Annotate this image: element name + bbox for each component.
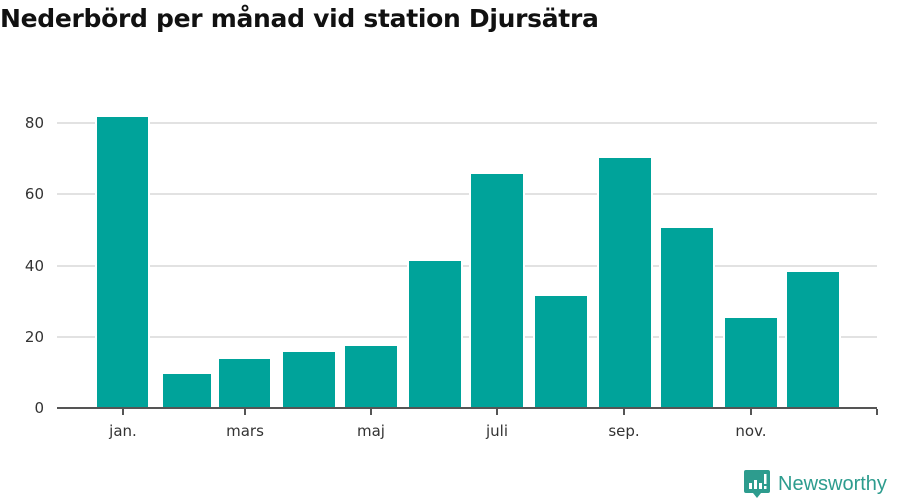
x-tick-mark [370,409,372,415]
bar-okt[interactable] [661,228,713,408]
x-tick-mark [623,409,625,415]
y-tick-label: 80 [24,114,44,132]
x-tick-mark [496,409,498,415]
bar-sep[interactable] [599,158,651,408]
x-tick-label: sep. [608,422,640,440]
chart-title: Nederbörd per månad vid station Djursätr… [0,4,599,33]
gridline [57,122,877,124]
x-tick-label: mars [226,422,264,440]
bar-dec[interactable] [787,272,839,408]
bar-aug[interactable] [535,296,587,408]
bar-jan[interactable] [97,117,148,408]
bar-nov[interactable] [725,318,777,408]
bar-chart-bubble-icon [744,470,770,498]
bar-juni[interactable] [409,261,461,408]
x-axis-end-tick [876,409,878,415]
newsworthy-logo[interactable]: Newsworthy [744,470,887,498]
x-tick-label: maj [357,422,385,440]
x-tick-label: juli [485,422,509,440]
gridline [57,336,877,338]
y-tick-label: 0 [34,399,44,417]
gridline [57,193,877,195]
gridline [57,265,877,267]
y-tick-label: 20 [24,328,44,346]
x-tick-mark [122,409,124,415]
bar-juli[interactable] [471,174,523,408]
x-axis-line [57,407,877,409]
y-tick-label: 60 [24,185,44,203]
x-tick-mark [244,409,246,415]
x-tick-label: jan. [109,422,137,440]
x-tick-mark [750,409,752,415]
y-tick-label: 40 [24,257,44,275]
logo-text: Newsworthy [778,472,887,495]
bar-mars[interactable] [219,359,270,408]
bar-maj[interactable] [345,346,397,408]
bar-feb[interactable] [163,374,211,408]
bar-april[interactable] [283,352,335,408]
x-tick-label: nov. [735,422,767,440]
